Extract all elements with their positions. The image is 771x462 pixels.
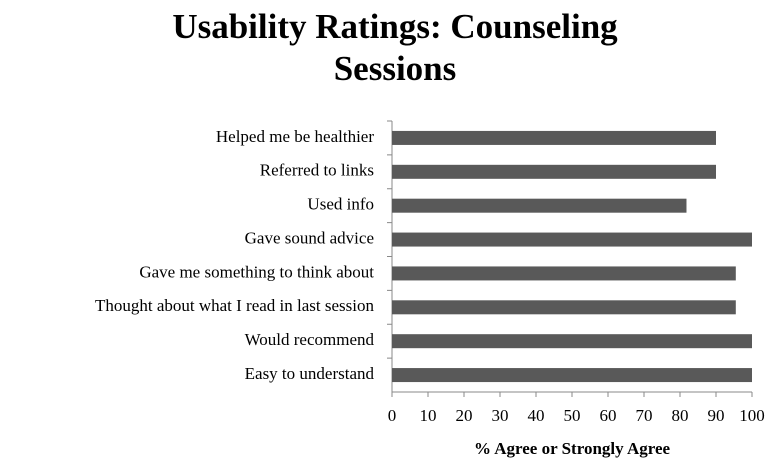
x-tick-label: 90 [708, 406, 725, 425]
x-tick-label: 20 [456, 406, 473, 425]
x-tick-label: 10 [420, 406, 437, 425]
x-axis-label: % Agree or Strongly Agree [474, 439, 671, 458]
chart-title: Usability Ratings: Counseling Sessions [172, 7, 618, 88]
bar [392, 334, 752, 349]
bar [392, 198, 687, 213]
x-tick-label: 70 [636, 406, 653, 425]
x-tick-label: 60 [600, 406, 617, 425]
y-tick-label: Helped me be healthier [216, 127, 374, 146]
x-tick-label: 80 [672, 406, 689, 425]
y-tick-label: Used info [307, 195, 374, 214]
y-tick-label: Gave me something to think about [139, 262, 374, 281]
y-tick-label: Referred to links [260, 161, 374, 180]
bar [392, 266, 736, 281]
bar [392, 232, 752, 247]
y-tick-label: Gave sound advice [245, 228, 374, 247]
y-tick-label: Would recommend [245, 330, 375, 349]
x-tick-label: 100 [739, 406, 765, 425]
bar [392, 130, 716, 145]
x-tick-label: 50 [564, 406, 581, 425]
x-tick-label: 40 [528, 406, 545, 425]
bar [392, 164, 716, 179]
bar [392, 300, 736, 315]
bar [392, 368, 752, 383]
y-tick-label: Thought about what I read in last sessio… [95, 296, 375, 315]
x-tick-label: 30 [492, 406, 509, 425]
y-tick-label: Easy to understand [245, 364, 375, 383]
x-tick-label: 0 [388, 406, 397, 425]
